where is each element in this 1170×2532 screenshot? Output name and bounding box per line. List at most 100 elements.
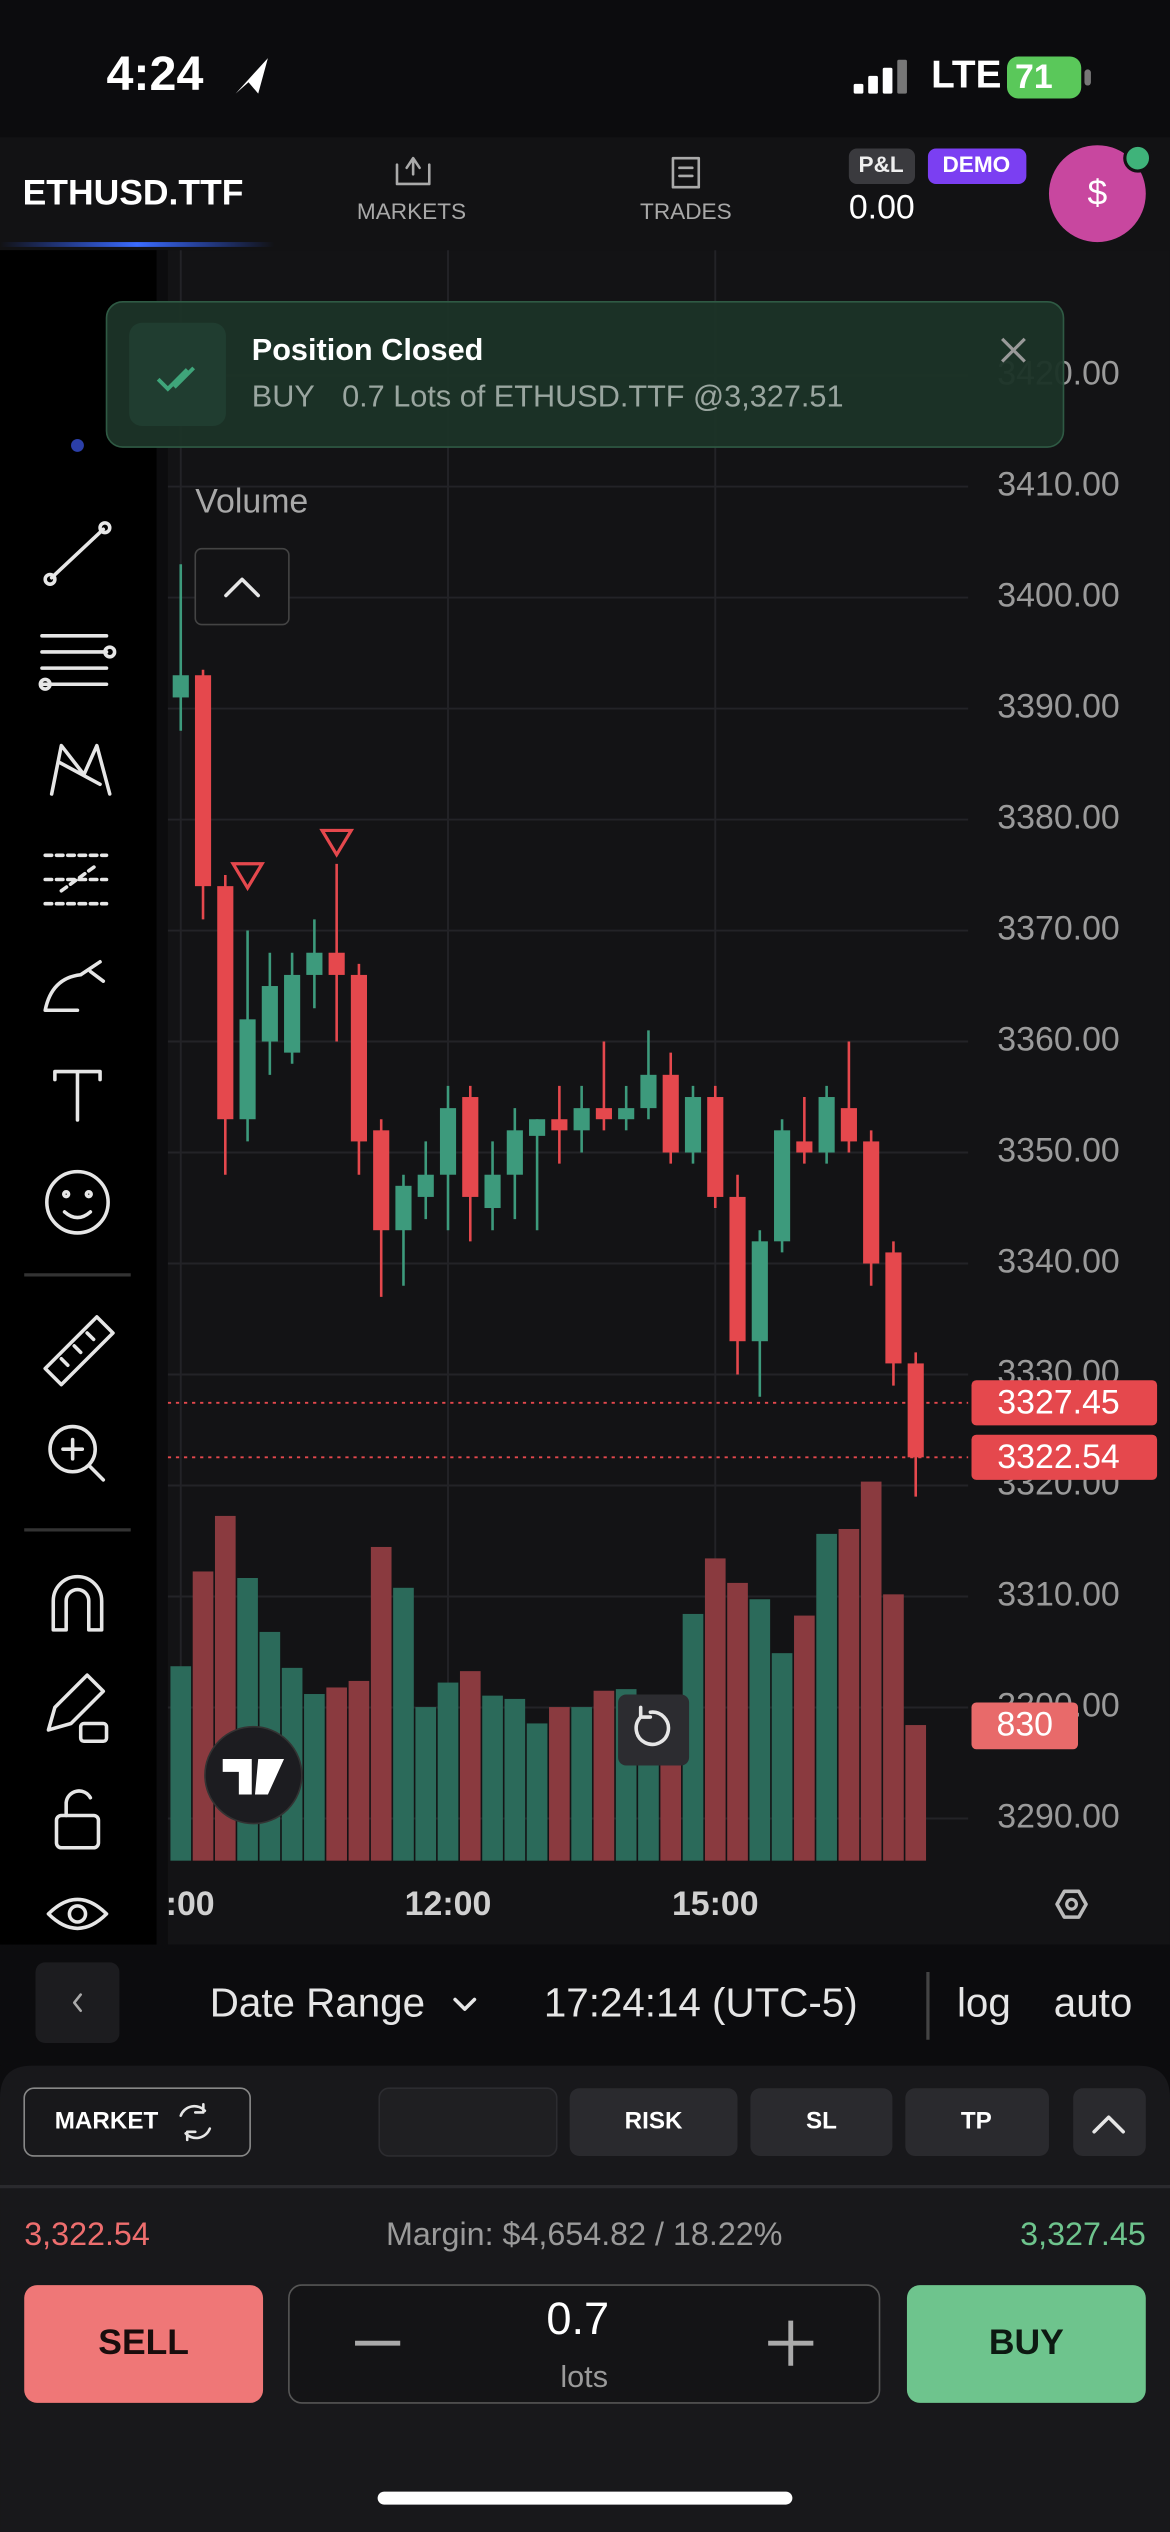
- battery-tip: [1084, 69, 1091, 86]
- markets-icon: [395, 156, 431, 186]
- price-label: 3322.54: [997, 1438, 1119, 1476]
- pnl-label: P&L: [859, 152, 904, 177]
- candle-body: [350, 974, 367, 1142]
- price-label-box: [971, 1380, 1158, 1426]
- toast-title: Position Closed: [252, 333, 484, 367]
- trades-icon: [671, 156, 701, 189]
- buy-label: BUY: [989, 2322, 1064, 2362]
- tradingview-mark: [222, 1759, 285, 1795]
- volume-bar: [504, 1698, 526, 1861]
- sell-button[interactable]: [24, 2285, 264, 2403]
- tool-text[interactable]: [53, 1069, 102, 1122]
- volume-bar: [304, 1694, 325, 1861]
- volume-bar: [860, 1481, 882, 1861]
- tool-visibility[interactable]: [46, 1897, 109, 1931]
- y-tick-label: 3410.00: [997, 466, 1119, 504]
- date-range[interactable]: Date Range: [210, 1980, 425, 2026]
- candle-body: [306, 952, 323, 975]
- sl-button[interactable]: [750, 2088, 893, 2156]
- candle-body: [194, 675, 212, 887]
- auto-toggle[interactable]: auto: [1054, 1980, 1133, 2026]
- candle-body: [707, 1097, 724, 1197]
- y-tick-label: 3290.00: [997, 1797, 1119, 1835]
- order-type: MARKET: [55, 2107, 159, 2134]
- chart-toolbar: [0, 1944, 1170, 2066]
- volume-bar: [883, 1594, 904, 1861]
- quantity[interactable]: 0.7: [546, 2293, 609, 2344]
- tool-emoji[interactable]: [45, 1169, 110, 1235]
- volume-title: Volume: [195, 482, 308, 520]
- reset-button[interactable]: [618, 1694, 690, 1766]
- candle-body: [484, 1174, 501, 1209]
- pnl-badge: [848, 148, 916, 184]
- toast-check: [156, 366, 196, 392]
- tool-unlock[interactable]: [54, 1789, 101, 1850]
- tool-ruler[interactable]: [43, 1315, 115, 1387]
- volume-bar: [549, 1707, 570, 1861]
- tool-fib[interactable]: [38, 634, 117, 691]
- clock-readout: 17:24:14 (UTC-5): [544, 1980, 858, 2026]
- empty-field[interactable]: [378, 2087, 558, 2157]
- candle-body: [261, 986, 278, 1042]
- volume-bar: [415, 1707, 437, 1861]
- bid: 3,322.54: [24, 2216, 150, 2252]
- tool-line[interactable]: [43, 521, 112, 586]
- candle-body: [284, 974, 301, 1053]
- toast-icon-box: [129, 322, 226, 427]
- margin: Margin: $4,654.82 / 18.22%: [386, 2216, 782, 2252]
- volume-bar: [905, 1725, 927, 1861]
- tool-prediction[interactable]: [43, 853, 109, 906]
- account-badge: DEMO: [942, 152, 1010, 177]
- candle-body: [818, 1097, 835, 1153]
- online-dot: [1123, 143, 1153, 173]
- tab[interactable]: TRADES: [640, 199, 732, 224]
- settings-icon[interactable]: [1055, 1889, 1088, 1919]
- tool-magnet[interactable]: [51, 1574, 104, 1632]
- candle-body: [551, 1119, 568, 1131]
- expand-icon: [1092, 2115, 1125, 2134]
- back-button[interactable]: [35, 1962, 120, 2044]
- date-range-chevron: [453, 1997, 477, 2011]
- risk-button[interactable]: [569, 2088, 738, 2156]
- collapse-button[interactable]: [194, 547, 290, 626]
- log-toggle[interactable]: log: [957, 1980, 1011, 2026]
- expand-button[interactable]: [1073, 2088, 1146, 2156]
- tool-brush[interactable]: [43, 960, 106, 1012]
- volume-bar: [571, 1707, 592, 1861]
- toast-close[interactable]: [1001, 337, 1026, 363]
- quantity-unit: lots: [560, 2360, 608, 2394]
- toolbar-dot: [71, 438, 84, 452]
- sell-label: SELL: [98, 2322, 189, 2362]
- tp-button[interactable]: [905, 2088, 1049, 2156]
- tool-lock-drawings[interactable]: [46, 1673, 109, 1744]
- y-tick-label: 3380.00: [997, 798, 1119, 836]
- avatar[interactable]: [1048, 145, 1146, 243]
- candle-body: [328, 952, 345, 975]
- candle-body: [751, 1241, 768, 1342]
- y-tick-label: 3390.00: [997, 687, 1119, 725]
- tool-zoom[interactable]: [48, 1424, 106, 1482]
- buy-button[interactable]: [906, 2285, 1146, 2403]
- candle-body: [573, 1108, 590, 1131]
- reset-icon: [634, 1705, 671, 1747]
- volume-bar: [348, 1680, 370, 1861]
- tradingview-logo[interactable]: [204, 1725, 303, 1825]
- toast-message: 0.7 Lots of ETHUSD.TTF @3,327.51: [342, 380, 843, 414]
- candle-body: [417, 1174, 434, 1197]
- candle-body: [618, 1108, 635, 1120]
- tab[interactable]: MARKETS: [357, 199, 466, 224]
- pnl-value: 0.00: [849, 189, 915, 227]
- volume-bar: [326, 1687, 347, 1861]
- symbol[interactable]: ETHUSD.TTF: [23, 173, 244, 213]
- quantity-box: [288, 2284, 881, 2404]
- price-label-box: [971, 1434, 1158, 1480]
- volume-bar: [370, 1546, 392, 1861]
- symbol-underline: [0, 242, 275, 247]
- increase-button[interactable]: [768, 2320, 814, 2366]
- volume-bar: [526, 1723, 548, 1861]
- y-tick-label: 3400.00: [997, 577, 1119, 615]
- candle-body: [529, 1119, 546, 1136]
- tool-icons: [24, 521, 131, 1931]
- tool-pattern[interactable]: [49, 743, 112, 796]
- order-type-button[interactable]: [23, 2087, 251, 2157]
